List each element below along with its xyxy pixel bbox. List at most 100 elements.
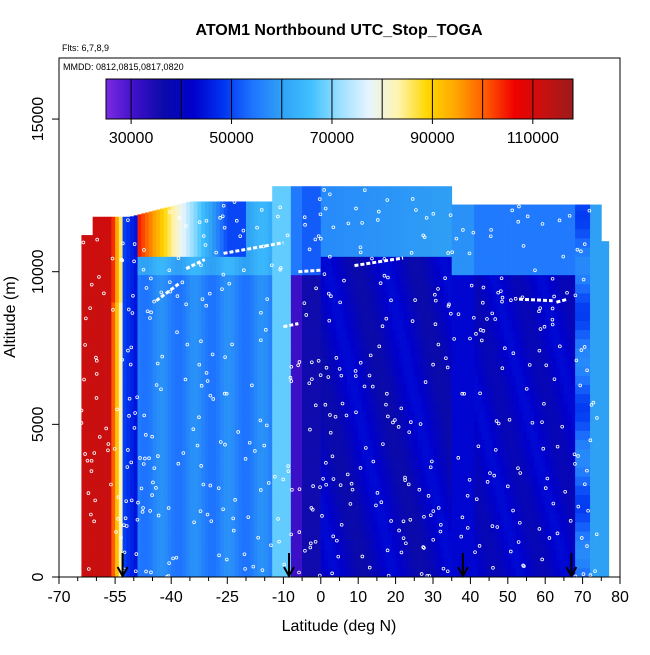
field-cell: [336, 330, 340, 340]
field-cell: [459, 366, 463, 376]
field-cell: [298, 449, 302, 459]
field-cell: [201, 348, 205, 358]
field-cell: [512, 339, 516, 349]
field-cell: [283, 211, 287, 221]
field-cell: [500, 321, 504, 331]
field-cell: [268, 458, 272, 468]
field-cell: [149, 394, 153, 404]
field-cell: [145, 522, 149, 532]
field-cell: [298, 348, 302, 358]
field-cell: [478, 513, 482, 523]
field-cell: [373, 321, 377, 331]
field-cell: [280, 504, 284, 514]
field-cell: [403, 403, 407, 413]
field-cell: [134, 531, 138, 541]
field-cell: [497, 266, 501, 276]
field-cell: [149, 421, 153, 431]
field-cell: [504, 266, 508, 276]
field-cell: [399, 201, 403, 211]
field-cell: [343, 568, 347, 578]
field-cell: [411, 403, 415, 413]
field-cell: [515, 348, 519, 358]
field-cell: [100, 348, 104, 358]
field-cell: [351, 440, 355, 450]
field-cell: [186, 247, 190, 257]
field-cell: [235, 403, 239, 413]
field-cell: [515, 238, 519, 248]
field-cell: [369, 394, 373, 404]
field-cell: [508, 247, 512, 257]
field-cell: [179, 559, 183, 569]
field-cell: [291, 403, 295, 413]
field-cell: [403, 302, 407, 312]
field-cell: [508, 403, 512, 413]
field-cell: [362, 504, 366, 514]
field-cell: [336, 339, 340, 349]
field-cell: [482, 421, 486, 431]
field-cell: [302, 186, 306, 193]
field-cell: [377, 394, 381, 404]
field-cell: [239, 467, 243, 477]
field-cell: [298, 275, 302, 285]
field-cell: [411, 568, 415, 578]
field-cell: [93, 385, 97, 395]
field-cell: [81, 522, 85, 532]
field-cell: [351, 467, 355, 477]
field-cell: [512, 394, 516, 404]
field-cell: [519, 421, 523, 431]
field-cell: [276, 394, 280, 404]
field-cell: [302, 229, 306, 239]
field-cell: [399, 430, 403, 440]
field-cell: [478, 559, 482, 569]
field-cell: [261, 485, 265, 495]
field-cell: [452, 430, 456, 440]
field-cell: [336, 504, 340, 514]
field-cell: [358, 302, 362, 312]
field-cell: [377, 229, 381, 239]
field-cell: [336, 467, 340, 477]
field-cell: [227, 394, 231, 404]
field-cell: [366, 531, 370, 541]
field-cell: [205, 504, 209, 514]
field-cell: [369, 229, 373, 239]
field-cell: [242, 229, 246, 239]
field-cell: [287, 247, 291, 257]
field-cell: [167, 311, 171, 321]
field-cell: [463, 293, 467, 303]
field-cell: [250, 266, 254, 276]
field-cell: [392, 256, 396, 266]
field-cell: [108, 540, 112, 550]
field-cell: [418, 403, 422, 413]
field-cell: [235, 293, 239, 303]
field-cell: [306, 201, 310, 211]
field-cell: [224, 256, 228, 266]
field-cell: [182, 366, 186, 376]
field-cell: [104, 217, 108, 220]
field-cell: [227, 293, 231, 303]
field-cell: [175, 339, 179, 349]
field-cell: [283, 192, 287, 202]
field-cell: [422, 449, 426, 459]
field-cell: [422, 293, 426, 303]
field-cell: [369, 531, 373, 541]
field-cell: [433, 385, 437, 395]
field-cell: [167, 476, 171, 486]
field-cell: [470, 256, 474, 266]
field-cell: [205, 321, 209, 331]
field-cell: [459, 357, 463, 367]
field-cell: [388, 385, 392, 395]
field-cell: [504, 293, 508, 303]
field-cell: [239, 476, 243, 486]
field-cell: [444, 430, 448, 440]
field-cell: [358, 559, 362, 569]
field-cell: [399, 385, 403, 395]
field-cell: [396, 201, 400, 211]
field-cell: [268, 440, 272, 450]
field-cell: [302, 247, 306, 257]
field-cell: [96, 394, 100, 404]
field-cell: [340, 238, 344, 248]
field-cell: [500, 458, 504, 468]
field-cell: [317, 275, 321, 285]
field-cell: [197, 348, 201, 358]
field-cell: [265, 302, 269, 312]
